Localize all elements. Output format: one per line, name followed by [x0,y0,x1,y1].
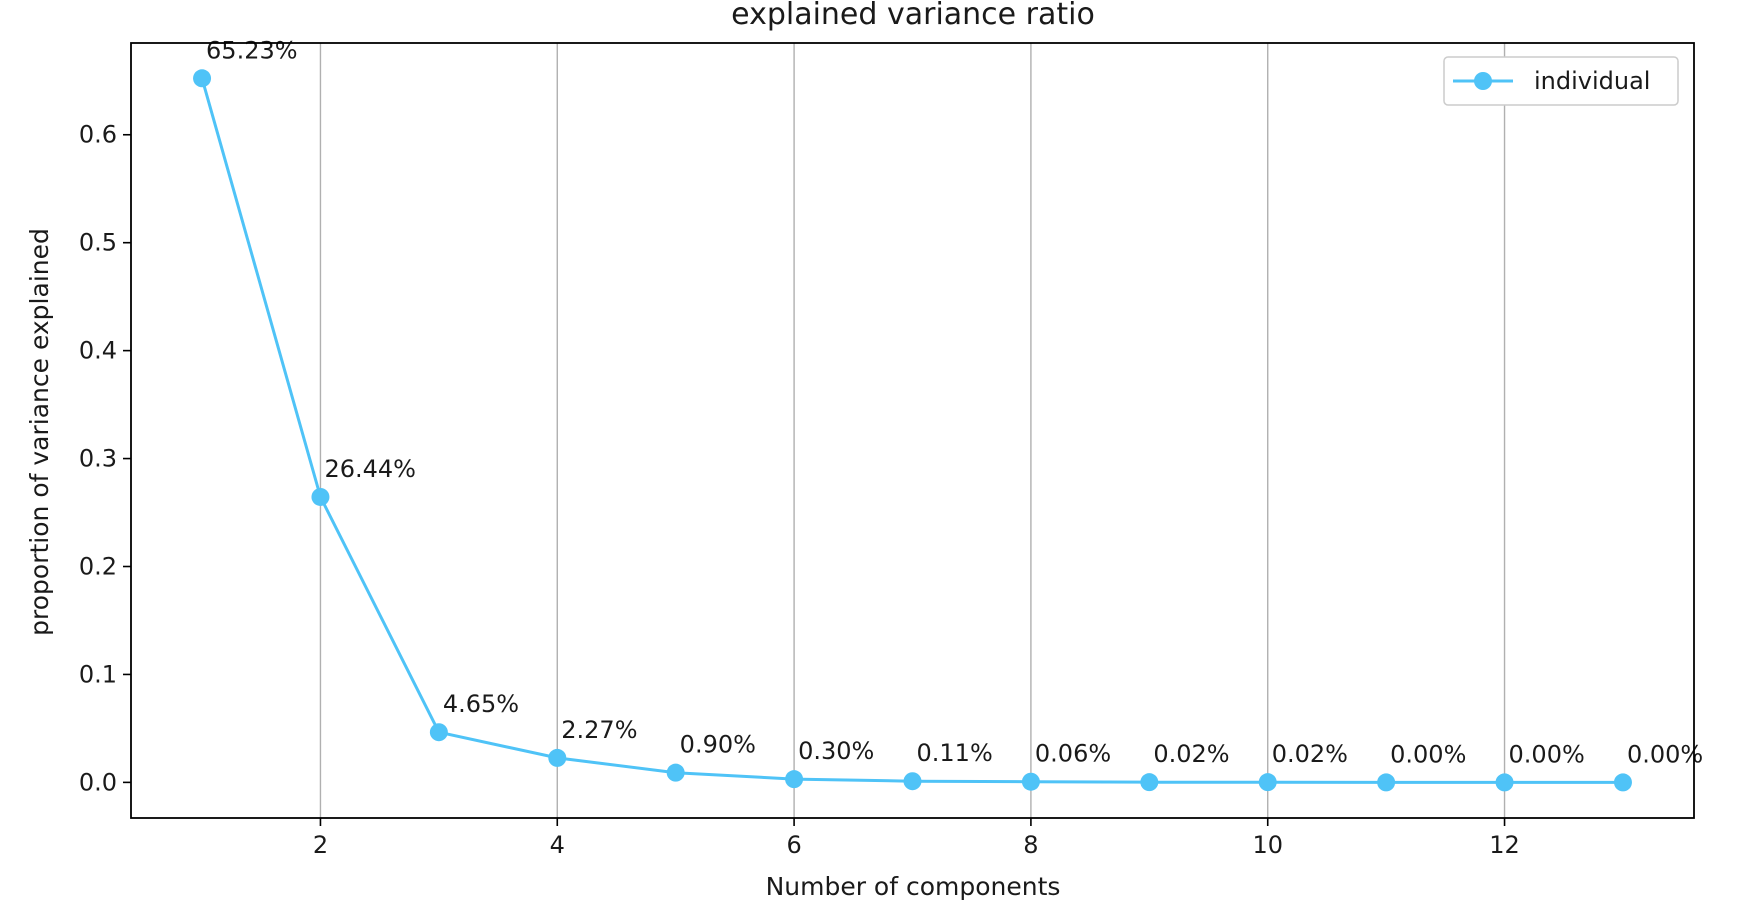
x-tick-label: 2 [313,831,328,859]
data-point [1021,772,1040,791]
data-label: 0.00% [1390,740,1466,768]
data-labels: 65.23% 26.44% 4.65% 2.27% 0.90% 0.30% 0.11% 0.0… [206,36,1703,768]
data-label: 0.00% [1627,740,1703,768]
y-axis-title: proportion of variance explained [25,228,54,636]
legend-box [1443,56,1679,106]
x-tick-label: 8 [1023,831,1038,859]
x-tick-label: 6 [786,831,801,859]
grid [319,43,1506,818]
data-point [1258,773,1277,792]
data-label: 0.00% [1509,740,1585,768]
y-tick-label: 0.0 [79,768,117,796]
x-tick-label: 12 [1489,831,1520,859]
data-point [193,69,212,88]
plot-frame [130,42,1695,819]
data-point [548,748,567,767]
y-tick-label: 0.3 [79,445,117,473]
data-point [1377,773,1396,792]
x-axis-title: Number of components [766,872,1061,901]
y-axis: 0.0 0.1 0.2 0.3 0.4 0.5 0.6 [79,121,131,796]
x-tick-label: 4 [550,831,565,859]
y-tick-label: 0.4 [79,337,117,365]
series-line [200,77,1623,784]
legend-label: individual [1534,67,1650,95]
data-label: 0.06% [1035,740,1111,768]
data-point [1495,773,1514,792]
data-label: 0.11% [917,739,993,767]
data-point [429,723,448,742]
data-label: 0.02% [1272,740,1348,768]
data-label: 0.30% [798,737,874,765]
y-tick-label: 0.2 [79,553,117,581]
y-tick-label: 0.1 [79,660,117,688]
data-label: 65.23% [206,36,298,64]
legend-marker [1474,72,1492,90]
data-label: 4.65% [443,690,519,718]
data-label: 0.02% [1153,740,1229,768]
y-tick-label: 0.6 [79,121,117,149]
data-label: 2.27% [561,716,637,744]
data-point [666,763,685,782]
data-point [1613,773,1632,792]
legend: individual [1443,56,1679,106]
data-point [785,770,804,789]
data-point [311,487,330,506]
x-tick-label: 10 [1252,831,1283,859]
chart-title: explained variance ratio [731,0,1095,32]
y-tick-label: 0.5 [79,229,117,257]
x-axis: 2 4 6 8 10 12 [313,818,1520,859]
data-point [903,772,922,791]
data-point [1140,773,1159,792]
series-group [193,69,1632,792]
data-label: 0.90% [680,731,756,759]
data-label: 26.44% [324,455,416,483]
